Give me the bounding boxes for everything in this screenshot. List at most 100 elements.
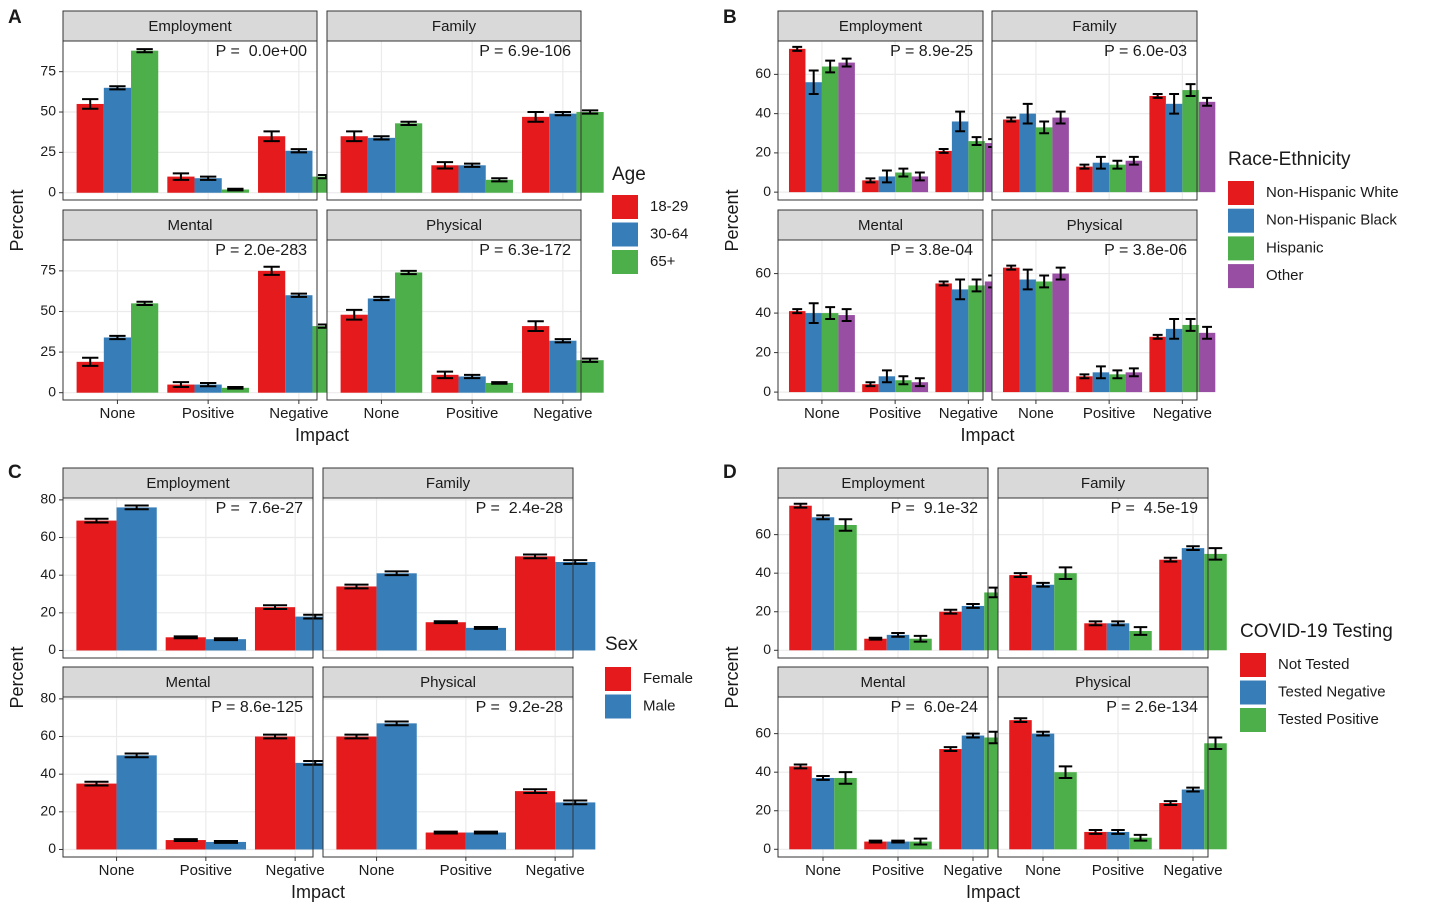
bar (939, 749, 962, 850)
bar (555, 562, 596, 651)
y-axis-title: Percent (722, 189, 742, 251)
strip-label: Mental (165, 674, 210, 691)
error-bar (109, 85, 126, 91)
legend-label: Hispanic (1266, 239, 1324, 256)
panel-letter: C (8, 462, 22, 483)
error-bar (1169, 93, 1180, 115)
y-tick-label: 20 (755, 602, 771, 618)
bar (968, 141, 985, 193)
x-tick-label: None (363, 405, 399, 422)
x-axis-title: Impact (291, 882, 345, 902)
legend-key (605, 667, 631, 691)
y-tick-label: 0 (763, 641, 771, 657)
error-bar (563, 799, 588, 806)
error-bar (1036, 581, 1050, 588)
error-bar (344, 733, 369, 740)
bar (1204, 553, 1227, 651)
bar (522, 326, 550, 393)
error-bar (913, 837, 928, 846)
strip-label: Physical (420, 674, 476, 691)
y-tick-label: 20 (755, 801, 771, 817)
bar (131, 50, 159, 193)
x-tick-label: Negative (266, 862, 325, 879)
y-tick-label: 0 (48, 641, 56, 657)
bar (1198, 332, 1216, 393)
y-tick-label: 0 (48, 840, 56, 856)
legend-label: Not Tested (1278, 656, 1349, 673)
legend-label: Male (643, 697, 676, 714)
legend-label: 18-29 (650, 198, 688, 215)
error-bar (1058, 566, 1073, 580)
error-bar (966, 603, 980, 609)
error-bar (943, 608, 958, 615)
bar (103, 337, 132, 393)
error-bar (1013, 572, 1028, 579)
annotation: P = 6.0e-03 (1104, 43, 1187, 60)
x-tick-label: Positive (1092, 862, 1145, 879)
error-bar (491, 381, 508, 385)
error-bar (1186, 545, 1200, 552)
bar (811, 517, 835, 651)
x-tick-label: Negative (533, 405, 592, 422)
legend-key (1240, 708, 1266, 732)
error-bar (913, 634, 928, 643)
error-bar (473, 625, 498, 630)
bar (1198, 101, 1216, 193)
bar (465, 627, 507, 651)
error-bar (436, 370, 454, 380)
error-bar (881, 169, 892, 184)
error-bar (563, 559, 588, 565)
y-tick-label: 25 (40, 343, 56, 359)
y-tick-label: 20 (40, 604, 56, 620)
bar (1182, 324, 1199, 393)
strip (62, 209, 318, 241)
bar (76, 361, 104, 393)
error-bar (971, 278, 982, 293)
error-bar (955, 110, 966, 133)
bar (555, 802, 596, 850)
annotation: P = 8.9e-25 (890, 43, 973, 60)
annotation: P = 7.6e-27 (216, 500, 303, 517)
error-bar (527, 111, 544, 123)
error-bar (891, 839, 905, 844)
error-bar (838, 518, 853, 532)
error-bar (124, 504, 149, 511)
bar (76, 783, 117, 850)
annotation: P = 6.9e-106 (479, 43, 571, 60)
bar (1125, 160, 1143, 193)
error-bar (1128, 155, 1139, 166)
bar (336, 586, 377, 651)
error-bar (463, 373, 481, 380)
error-bar (263, 130, 280, 143)
bar (1019, 113, 1036, 193)
strip-label: Employment (146, 475, 230, 492)
error-bar (868, 839, 883, 844)
bar (1052, 273, 1069, 393)
error-bar (1058, 765, 1073, 779)
legend-label: Female (643, 670, 693, 687)
y-tick-label: 80 (40, 491, 56, 507)
legend-title: Race-Ethnicity (1228, 149, 1351, 170)
error-bar (1006, 264, 1017, 271)
bar (340, 314, 368, 393)
error-bar (1186, 786, 1200, 793)
strip (62, 666, 314, 698)
bar (167, 384, 195, 393)
error-bar (290, 292, 308, 298)
y-tick-label: 75 (40, 62, 56, 78)
y-tick-label: 40 (755, 763, 771, 779)
x-tick-label: Positive (869, 405, 922, 422)
strip (777, 209, 984, 241)
strip-label: Employment (839, 18, 923, 35)
bar (862, 180, 879, 193)
y-tick-label: 50 (40, 302, 56, 318)
strip-label: Employment (841, 475, 925, 492)
bar (340, 136, 368, 193)
bar (1009, 720, 1032, 850)
bar (1002, 267, 1020, 393)
bar (864, 841, 887, 850)
y-tick-label: 40 (755, 104, 771, 120)
error-bar (1055, 110, 1066, 125)
strip (62, 10, 318, 42)
bar (431, 374, 459, 393)
